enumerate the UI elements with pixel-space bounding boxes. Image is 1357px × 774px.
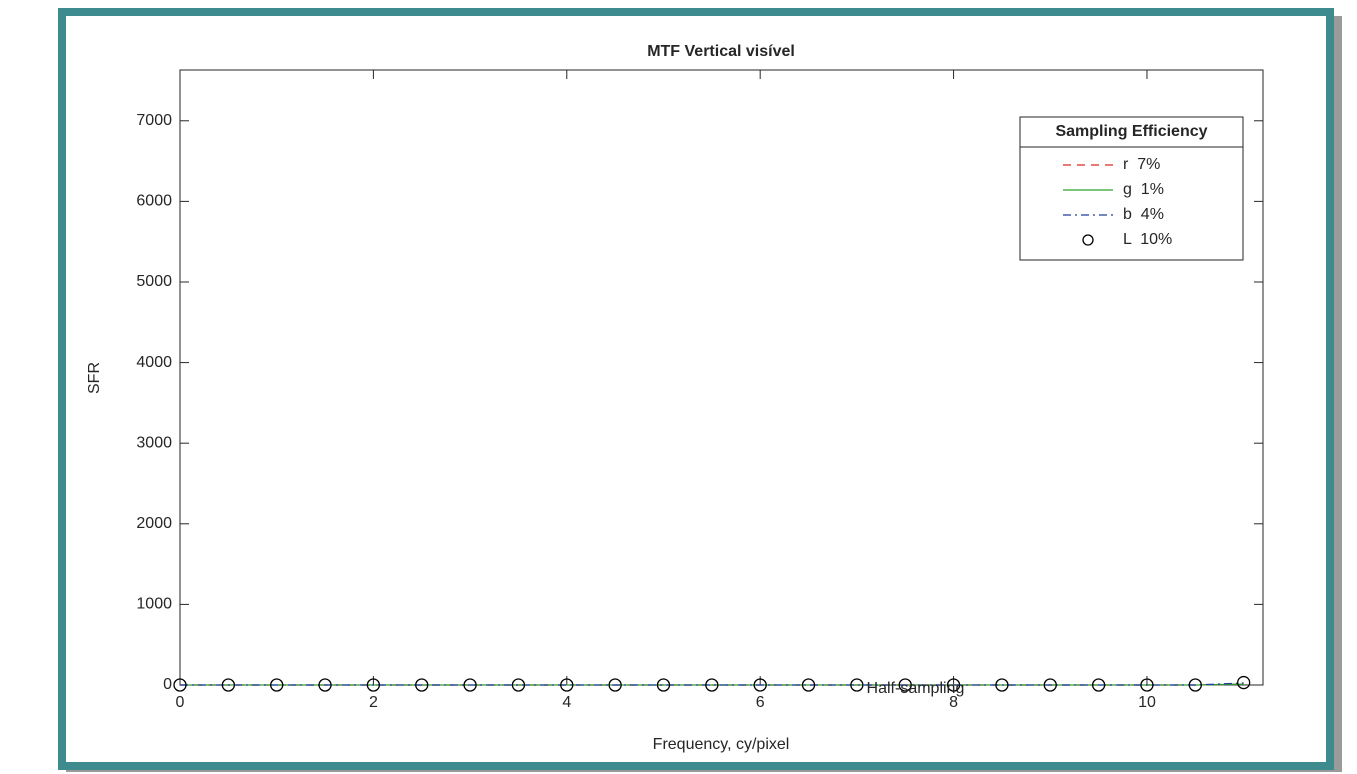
point-marker	[801, 678, 816, 692]
point-marker	[1188, 678, 1202, 692]
point-marker	[898, 678, 912, 692]
point-marker	[1091, 678, 1106, 692]
point-marker	[656, 678, 671, 692]
point-marker	[995, 678, 1009, 692]
x-tick-label: 10	[1138, 694, 1156, 711]
series-line	[180, 682, 1244, 686]
point-marker	[705, 678, 719, 692]
x-tick-label: 8	[949, 694, 958, 711]
x-tick-label: 4	[562, 694, 571, 711]
point-marker	[560, 678, 574, 692]
x-tick-label: 2	[369, 694, 378, 711]
point-marker	[318, 678, 332, 692]
legend-label: r 7%	[1123, 156, 1160, 173]
legend-label: L 10%	[1123, 231, 1172, 248]
point-marker	[1140, 678, 1154, 692]
chart-title: MTF Vertical visível	[647, 43, 795, 60]
point-marker	[415, 678, 429, 692]
legend-label: g 1%	[1123, 181, 1164, 198]
x-tick-label: 6	[756, 694, 765, 711]
annotation: Half-sampling	[867, 680, 965, 697]
y-tick-label: 0	[163, 676, 172, 693]
point-marker	[946, 678, 961, 692]
point-marker	[221, 678, 235, 692]
legend-swatch	[1082, 234, 1094, 246]
y-tick-label: 2000	[136, 515, 172, 532]
y-tick-label: 7000	[136, 112, 172, 129]
x-tick-label: 0	[176, 694, 185, 711]
point-marker	[270, 678, 284, 692]
y-axis-label: SFR	[86, 362, 103, 394]
y-tick-label: 1000	[136, 596, 172, 613]
y-tick-label: 5000	[136, 273, 172, 290]
y-tick-label: 6000	[136, 193, 172, 210]
point-marker	[173, 678, 187, 692]
x-axis-label: Frequency, cy/pixel	[653, 736, 790, 753]
legend-box	[1019, 116, 1244, 261]
legend-label: b 4%	[1123, 206, 1164, 223]
legend-title: Sampling Efficiency	[1055, 123, 1207, 140]
point-marker	[1043, 678, 1057, 692]
point-marker	[608, 678, 622, 692]
point-marker	[753, 678, 767, 692]
y-tick-label: 4000	[136, 354, 172, 371]
point-marker	[366, 678, 381, 692]
point-marker	[850, 678, 864, 692]
point-marker	[463, 678, 477, 692]
point-marker	[1237, 675, 1251, 690]
point-marker	[511, 678, 526, 692]
y-tick-label: 3000	[136, 434, 172, 451]
